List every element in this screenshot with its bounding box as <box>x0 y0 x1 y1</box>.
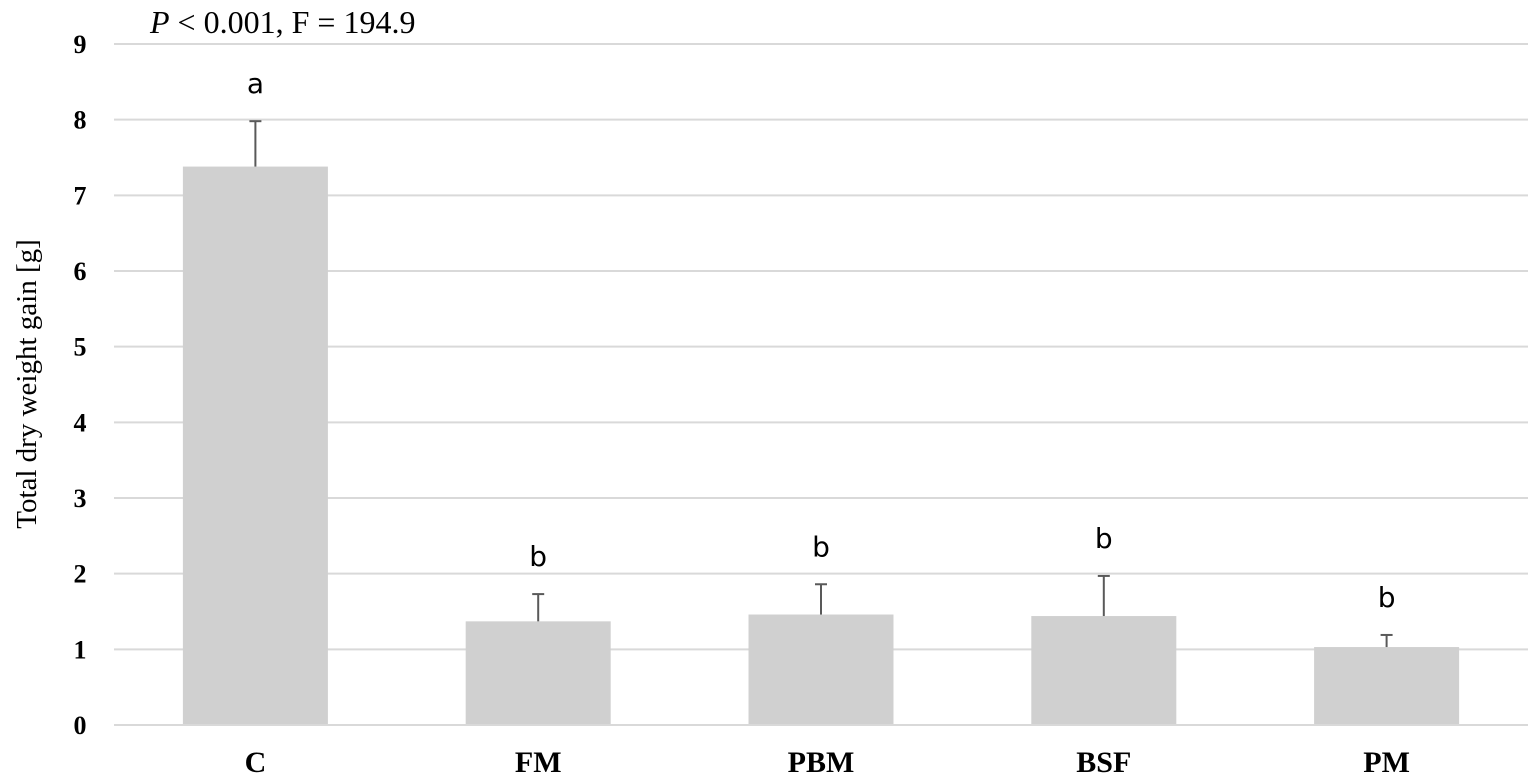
bars <box>182 166 1460 725</box>
stat-annotation: P < 0.001, F = 194.9 <box>149 4 415 40</box>
y-tick-labels: 0 1 2 3 4 5 6 7 8 9 <box>74 30 87 740</box>
y-tick-label: 2 <box>74 560 87 589</box>
bar <box>748 614 894 725</box>
significance-letters: a b b b b <box>247 67 1396 614</box>
x-tick-label: FM <box>515 746 562 779</box>
x-tick-label: PM <box>1363 746 1410 779</box>
x-tick-label: PBM <box>788 746 855 779</box>
y-tick-label: 0 <box>74 711 87 740</box>
y-tick-label: 5 <box>74 333 87 362</box>
significance-letter: b <box>1095 522 1113 555</box>
stat-p-rest: < 0.001, F = 194.9 <box>170 4 416 40</box>
bar <box>465 621 611 725</box>
stat-p-symbol: P <box>149 4 170 40</box>
y-tick-label: 4 <box>74 408 87 437</box>
x-tick-label: C <box>245 746 267 779</box>
error-bars <box>249 120 1393 648</box>
gridlines <box>114 43 1528 651</box>
y-tick-label: 1 <box>74 635 87 664</box>
x-tick-labels: C FM PBM BSF PM <box>245 746 1410 779</box>
y-axis-label: Total dry weight gain [g] <box>11 239 43 529</box>
y-tick-label: 8 <box>74 106 87 135</box>
significance-letter: a <box>247 67 264 100</box>
bar <box>1031 616 1177 725</box>
x-tick-label: BSF <box>1076 746 1131 779</box>
significance-letter: b <box>1378 581 1396 614</box>
y-tick-label: 3 <box>74 484 87 513</box>
y-tick-label: 7 <box>74 181 87 210</box>
bar <box>1314 647 1460 725</box>
significance-letter: b <box>812 530 830 563</box>
bar <box>182 166 328 725</box>
y-tick-label: 9 <box>74 30 87 59</box>
y-tick-label: 6 <box>74 257 87 286</box>
significance-letter: b <box>529 540 547 573</box>
